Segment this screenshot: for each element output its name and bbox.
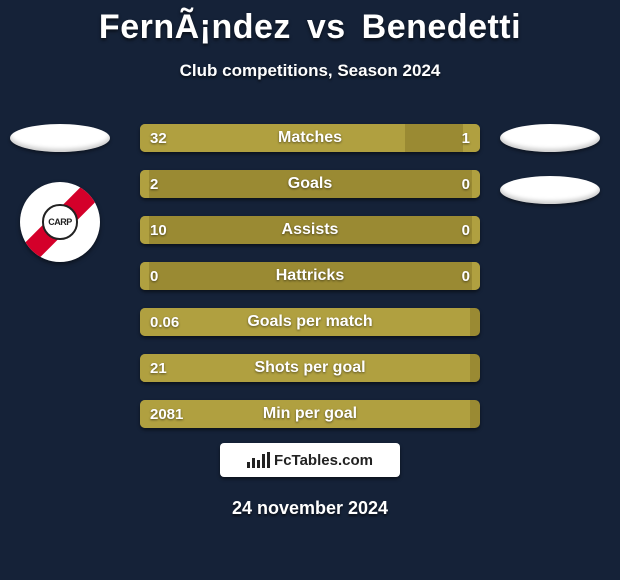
stat-row: 21Shots per goal <box>140 354 480 382</box>
stat-label: Goals <box>140 170 480 198</box>
stat-label: Hattricks <box>140 262 480 290</box>
stat-row: 0.06Goals per match <box>140 308 480 336</box>
title-vs: vs <box>307 8 346 46</box>
attribution: FcTables.com <box>220 443 400 477</box>
stat-value-right: 0 <box>462 170 470 198</box>
player2-name: Benedetti <box>362 8 521 46</box>
stat-row: 2081Min per goal <box>140 400 480 428</box>
subtitle: Club competitions, Season 2024 <box>0 61 620 81</box>
stat-label: Goals per match <box>140 308 480 336</box>
stat-row: 32Matches1 <box>140 124 480 152</box>
stat-label: Shots per goal <box>140 354 480 382</box>
stat-label: Matches <box>140 124 480 152</box>
left-ellipse <box>10 124 110 152</box>
player1-name: FernÃ¡ndez <box>99 8 291 46</box>
right-ellipse <box>500 124 600 152</box>
crest-label: CARP <box>42 204 77 239</box>
infographic: FernÃ¡ndez vs Benedetti Club competition… <box>0 0 620 580</box>
stat-bars: 32Matches12Goals010Assists00Hattricks00.… <box>140 124 480 446</box>
stat-row: 2Goals0 <box>140 170 480 198</box>
right-ellipse <box>500 176 600 204</box>
date: 24 november 2024 <box>0 498 620 519</box>
stat-label: Assists <box>140 216 480 244</box>
attribution-text: FcTables.com <box>274 452 373 469</box>
stat-value-right: 1 <box>462 124 470 152</box>
stat-value-right: 0 <box>462 216 470 244</box>
stat-value-right: 0 <box>462 262 470 290</box>
club-crest: CARP <box>20 182 100 262</box>
stat-row: 0Hattricks0 <box>140 262 480 290</box>
stat-row: 10Assists0 <box>140 216 480 244</box>
stat-label: Min per goal <box>140 400 480 428</box>
bar-chart-icon <box>247 452 270 468</box>
page-title: FernÃ¡ndez vs Benedetti <box>0 0 620 47</box>
